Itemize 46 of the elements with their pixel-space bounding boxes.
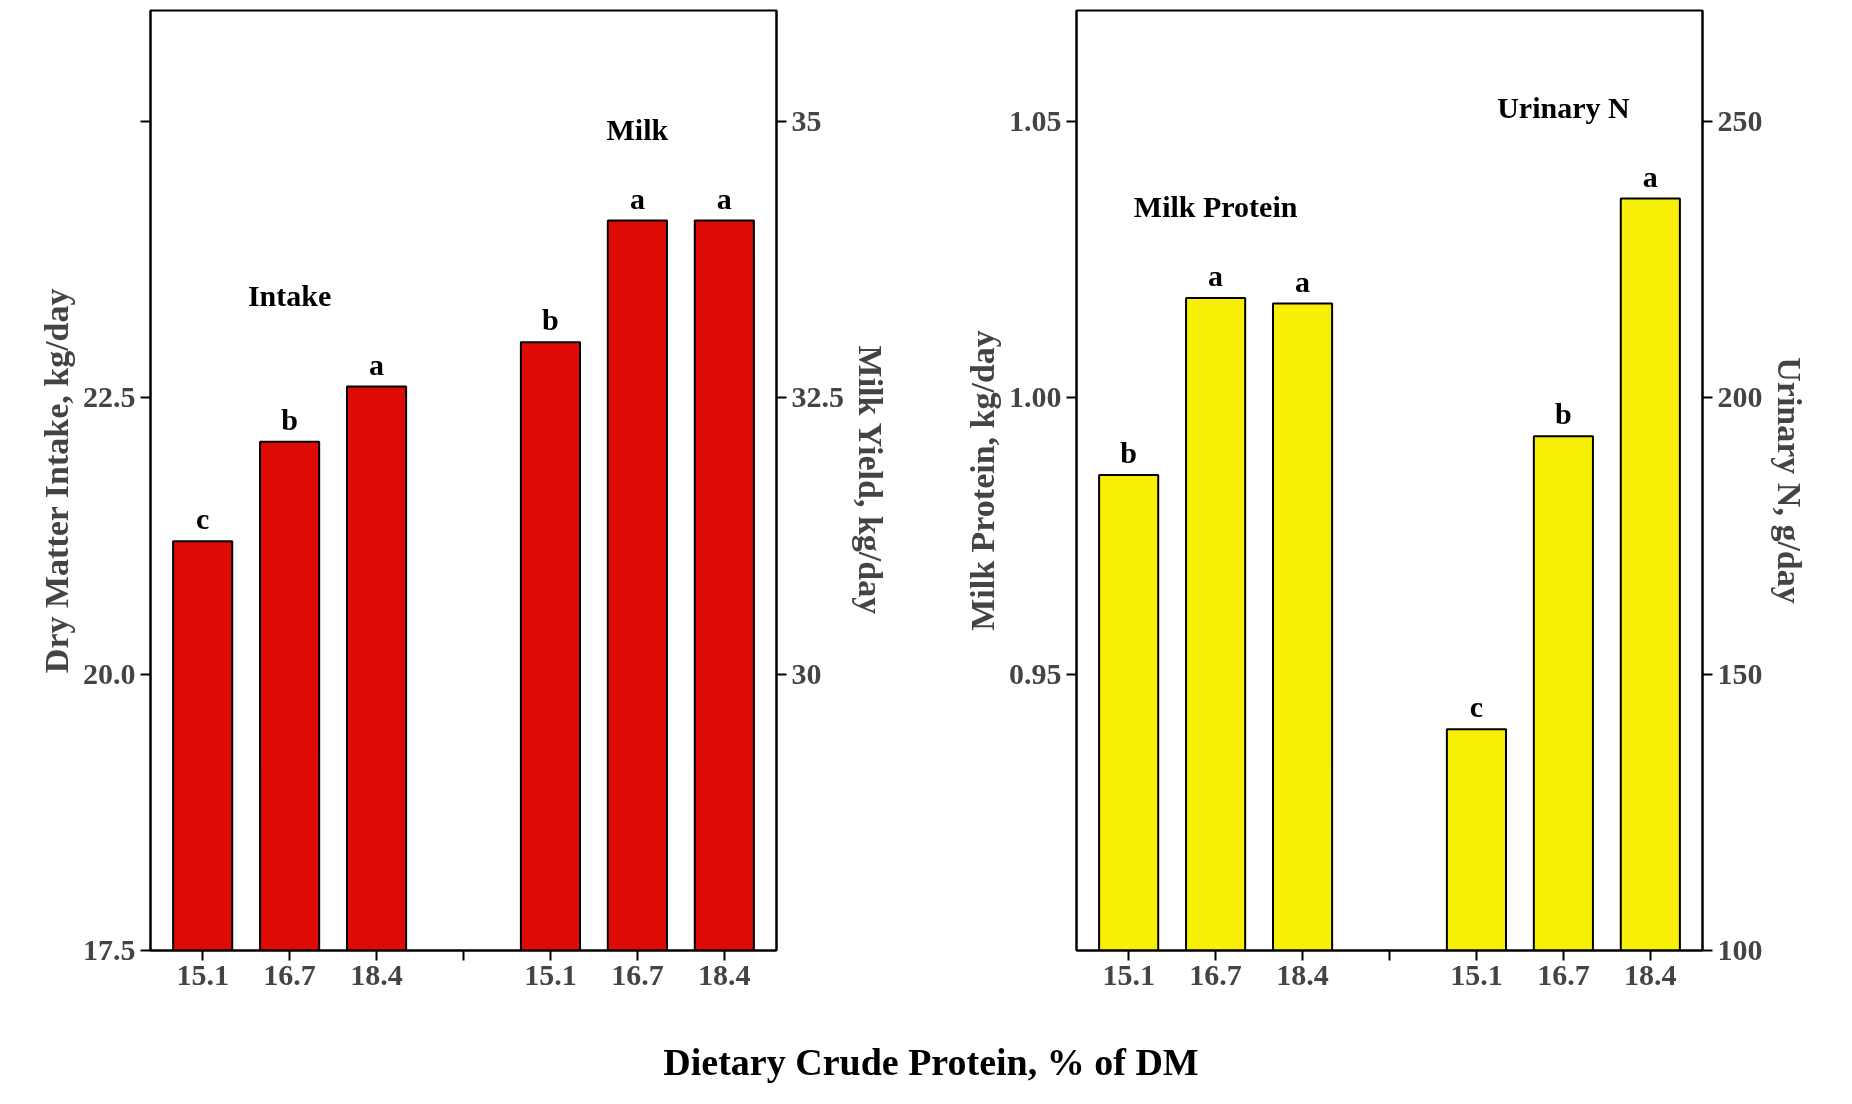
y2-tick-label: 35 bbox=[791, 103, 822, 137]
y2-tick-label: 100 bbox=[1717, 933, 1763, 966]
y-axis-title: Dry Matter Intake, kg/day bbox=[38, 288, 75, 674]
x-tick-label: 18.4 bbox=[1624, 957, 1677, 991]
x-tick-label: 16.7 bbox=[1537, 957, 1590, 991]
y-tick-label: 1.05 bbox=[1009, 103, 1062, 137]
y2-tick-label: 200 bbox=[1717, 380, 1763, 414]
data-label: b bbox=[1555, 397, 1572, 431]
y2-tick-label: 30 bbox=[791, 656, 822, 690]
x-tick-label: 18.4 bbox=[698, 957, 751, 991]
data-label: a bbox=[1642, 159, 1658, 193]
data-label: c bbox=[196, 502, 210, 536]
x-tick-label: 15.1 bbox=[524, 957, 577, 991]
data-label: b bbox=[542, 303, 559, 337]
y-tick-label: 22.5 bbox=[83, 380, 136, 414]
data-label: a bbox=[716, 181, 732, 215]
x-tick-label: 15.1 bbox=[1450, 957, 1503, 991]
x-tick-label: 16.7 bbox=[1189, 957, 1242, 991]
text: Intake bbox=[247, 278, 332, 312]
y-tick-label: 1.00 bbox=[1009, 380, 1062, 414]
y2-tick-label: 32.5 bbox=[791, 380, 844, 414]
x-tick-label: 15.1 bbox=[1102, 957, 1155, 991]
data-label: a bbox=[1295, 264, 1311, 298]
text: Urinary N bbox=[1497, 90, 1630, 124]
y-tick-label: 20.0 bbox=[83, 656, 136, 690]
y2-axis-title: Milk Yield, kg/day bbox=[852, 345, 889, 615]
x-axis-title: Dietary Crude Protein, % of DM bbox=[663, 1040, 1199, 1085]
data-label: a bbox=[1208, 259, 1224, 293]
x-tick-label: 18.4 bbox=[1276, 957, 1329, 991]
y2-axis-title: Urinary N, g/day bbox=[1770, 357, 1808, 604]
x-tick-label: 16.7 bbox=[263, 957, 316, 991]
data-label: b bbox=[1120, 435, 1138, 469]
x-tick-label: 15.1 bbox=[176, 957, 229, 991]
data-label: a bbox=[369, 347, 385, 381]
y-tick-label: 17.5 bbox=[83, 933, 136, 966]
text: Milk Protein bbox=[1133, 190, 1298, 224]
y-tick-label: 0.95 bbox=[1009, 656, 1062, 690]
y-axis-title: Milk Protein, kg/day bbox=[964, 330, 1001, 631]
data-label: c bbox=[1469, 690, 1484, 724]
x-tick-label: 18.4 bbox=[350, 957, 403, 991]
data-label: a bbox=[629, 181, 645, 215]
text: Milk bbox=[606, 112, 669, 146]
y2-tick-label: 150 bbox=[1717, 656, 1763, 690]
x-tick-label: 16.7 bbox=[611, 957, 664, 991]
y2-tick-label: 250 bbox=[1717, 103, 1763, 137]
data-label: b bbox=[281, 402, 298, 436]
